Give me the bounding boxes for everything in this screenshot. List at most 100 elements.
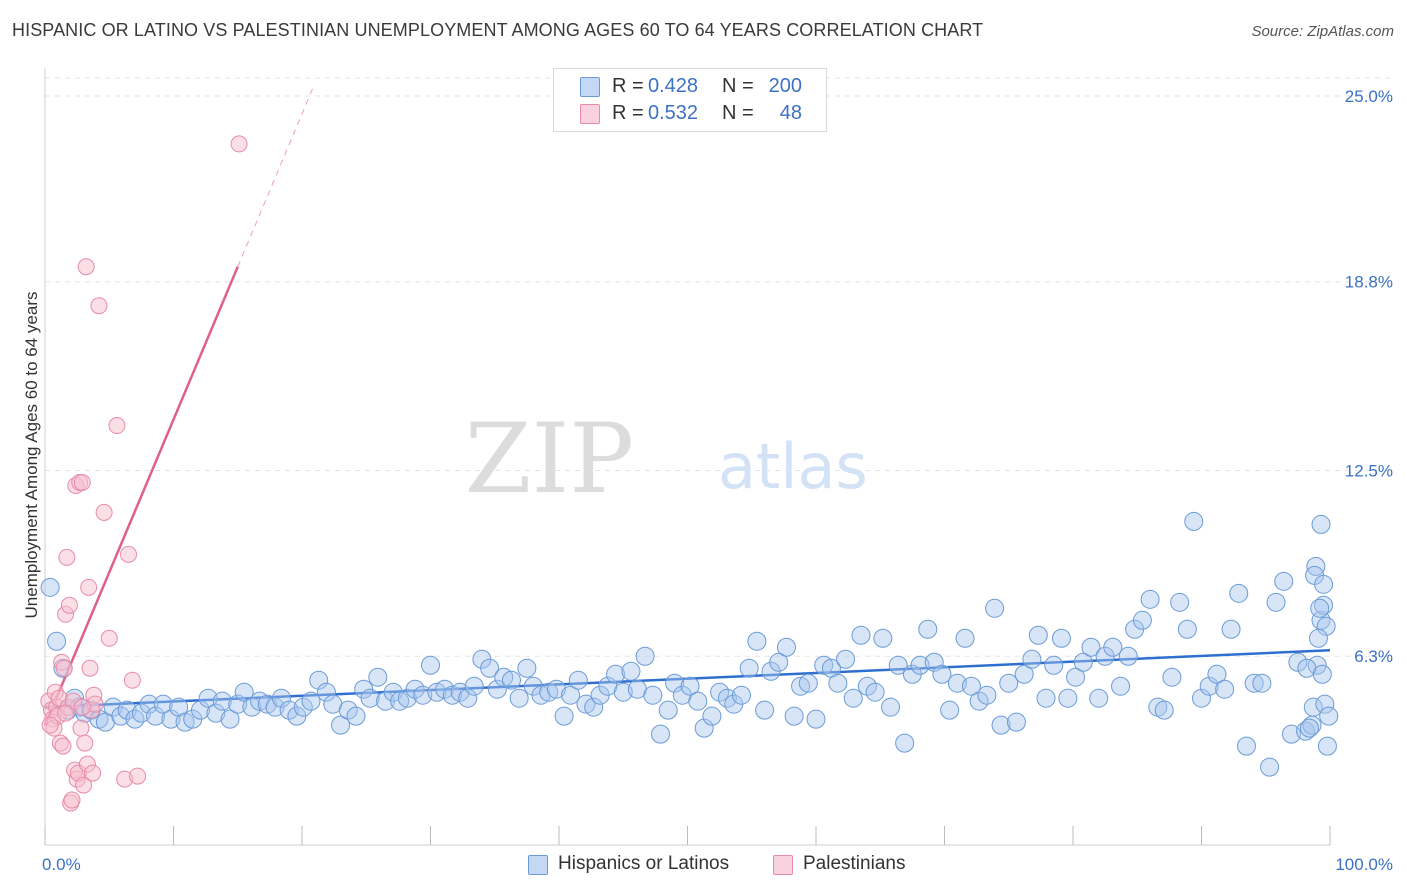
hispanics-point <box>228 694 248 714</box>
hispanics-point <box>257 694 277 714</box>
hispanics-point <box>947 673 967 693</box>
hispanics-point <box>1312 664 1332 684</box>
axes <box>44 68 1331 846</box>
y-tick-label: 6.3% <box>1354 647 1393 666</box>
hispanics-point <box>427 682 447 702</box>
hispanics-point <box>873 628 893 648</box>
hispanics-point <box>1036 688 1056 708</box>
hispanics-point <box>1302 715 1322 735</box>
hispanics-point <box>442 685 462 705</box>
hispanics-point <box>702 706 722 726</box>
hispanics-point <box>1170 592 1190 612</box>
hispanics-point <box>494 667 514 687</box>
palestinians-point <box>55 659 73 677</box>
hispanics-point <box>836 649 856 669</box>
palestinians-point <box>84 764 102 782</box>
palestinians-point <box>77 258 95 276</box>
hispanics-point <box>1028 625 1048 645</box>
hispanics-point <box>1252 673 1272 693</box>
palestinians-trend-line <box>43 266 239 726</box>
series-hispanics-points <box>40 511 1339 777</box>
hispanics-point <box>635 646 655 666</box>
hispanics-point <box>1154 700 1174 720</box>
hispanics-point <box>1073 652 1093 672</box>
hispanics-point <box>606 664 626 684</box>
hispanics-point <box>1066 667 1086 687</box>
hispanics-point <box>1058 688 1078 708</box>
hispanics-point <box>924 652 944 672</box>
hispanics-point <box>539 682 559 702</box>
palestinians-point <box>95 503 113 521</box>
hispanics-point <box>1014 664 1034 684</box>
palestinians-point <box>230 135 248 153</box>
tick-labels: 6.3% 12.5% 18.8% 25.0% 0.0% 100.0% <box>42 87 1393 874</box>
hispanics-point <box>1310 598 1330 618</box>
hispanics-point <box>798 673 818 693</box>
hispanics-point <box>1199 676 1219 696</box>
hispanics-point <box>985 598 1005 618</box>
hispanics-point <box>554 706 574 726</box>
palestinians-point <box>60 596 78 614</box>
hispanics-point <box>309 670 329 690</box>
y-axis-label: Unemployment Among Ages 60 to 64 years <box>22 291 41 619</box>
hispanics-point <box>1244 673 1264 693</box>
hispanics-point <box>279 700 299 720</box>
hispanics-point <box>1221 619 1241 639</box>
palestinians-point <box>120 545 138 563</box>
hispanics-point <box>910 655 930 675</box>
y-tick-label: 18.8% <box>1345 273 1393 292</box>
hispanics-point <box>501 670 521 690</box>
hispanics-point <box>1316 616 1336 636</box>
hispanics-point <box>480 658 500 678</box>
hispanics-point <box>643 685 663 705</box>
series-palestinians-points <box>40 135 248 812</box>
palestinians-point <box>108 417 126 435</box>
hispanics-point <box>999 673 1019 693</box>
hispanics-point <box>161 709 181 729</box>
hispanics-point <box>271 688 291 708</box>
source-attribution: Source: ZipAtlas.com <box>1251 23 1394 40</box>
n-label: N = <box>722 102 754 124</box>
watermark: ZIP atlas <box>465 403 868 515</box>
hispanics-point <box>851 625 871 645</box>
hispanics-point <box>961 676 981 696</box>
hispanics-point <box>1111 676 1131 696</box>
palestinians-point <box>75 776 93 794</box>
hispanics-point <box>955 628 975 648</box>
hispanics-point <box>881 697 901 717</box>
hispanics-point <box>220 709 240 729</box>
pink-swatch <box>580 104 600 124</box>
hispanics-point <box>146 706 166 726</box>
hispanics-point <box>1006 712 1026 732</box>
hispanics-point <box>1184 511 1204 531</box>
palestinians-point <box>80 578 98 596</box>
hispanics-point <box>1236 736 1256 756</box>
n-value: 200 <box>768 75 802 97</box>
n-value: 48 <box>779 102 802 124</box>
palestinians-point <box>81 659 99 677</box>
hispanics-point <box>1266 592 1286 612</box>
x-tick-label: 100.0% <box>1335 855 1393 874</box>
hispanics-point <box>450 682 470 702</box>
hispanics-point <box>621 661 641 681</box>
hispanics-point <box>346 706 366 726</box>
hispanics-point <box>464 676 484 696</box>
hispanics-point <box>857 676 877 696</box>
hispanics-point <box>665 673 685 693</box>
palestinians-point <box>54 737 72 755</box>
r-value: 0.532 <box>648 102 699 124</box>
hispanics-point <box>739 658 759 678</box>
hispanics-point <box>814 655 834 675</box>
legend-label: Palestinians <box>803 853 906 874</box>
hispanics-point <box>153 694 173 714</box>
hispanics-point <box>568 670 588 690</box>
palestinians-point <box>76 734 94 752</box>
hispanics-point <box>731 685 751 705</box>
hispanics-point <box>1260 757 1280 777</box>
hispanics-point <box>969 691 989 711</box>
hispanics-point <box>688 691 708 711</box>
hispanics-point <box>776 637 796 657</box>
hispanics-point <box>1299 718 1319 738</box>
hispanics-point <box>865 682 885 702</box>
